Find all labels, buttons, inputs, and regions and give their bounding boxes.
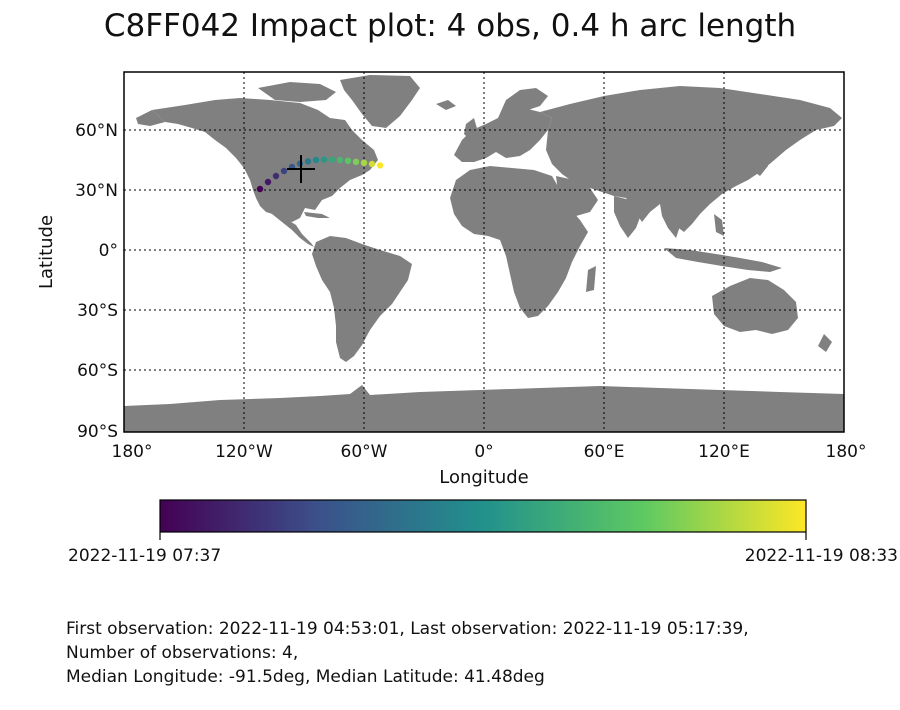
land-greenland: [340, 75, 420, 128]
colorbar-start-label: 2022-11-19 07:37: [68, 546, 222, 566]
land-scandinavia: [498, 88, 548, 118]
track-point: [336, 156, 344, 164]
track-point: [352, 158, 360, 165]
land-australia: [712, 278, 798, 334]
lon-tick-label: 60°W: [341, 442, 388, 462]
x-axis-label: Longitude: [439, 467, 529, 488]
median-location-marker: [287, 155, 315, 184]
lat-tick-label: 30°N: [75, 181, 118, 201]
time-colorbar: [159, 499, 807, 533]
land-masses: [124, 75, 844, 432]
land-alaska: [136, 110, 165, 126]
track-point: [312, 156, 320, 164]
track-point: [360, 159, 368, 166]
track-point: [344, 157, 352, 164]
lat-tick-label: 60°S: [77, 361, 118, 381]
lon-tick-label: 120°W: [215, 442, 273, 462]
impact-map: 180° 120°W 60°W 0° 60°E 120°E 180° 60°N …: [36, 71, 867, 540]
land-iceland: [436, 100, 456, 110]
land-north-america: [152, 98, 378, 222]
track-point: [264, 178, 272, 186]
observation-times: First observation: 2022-11-19 04:53:01, …: [66, 619, 749, 639]
land-madagascar: [586, 266, 596, 292]
land-southeast-asia: [660, 204, 680, 238]
lat-tick-labels: 60°N 30°N 0° 30°S 60°S 90°S: [75, 121, 118, 442]
median-coordinates: Median Longitude: -91.5deg, Median Latit…: [66, 667, 545, 687]
land-central-america: [256, 198, 314, 247]
track-point: [368, 160, 376, 168]
lon-tick-label: 60°E: [584, 442, 625, 462]
lat-tick-label: 0°: [99, 241, 118, 261]
track-point: [320, 156, 328, 163]
track-point: [328, 156, 336, 163]
lon-tick-label: 120°E: [698, 442, 750, 462]
land-british-isles: [464, 118, 478, 140]
lon-tick-label: 180°: [112, 442, 153, 462]
gridlines: [124, 72, 844, 432]
y-axis-label: Latitude: [36, 215, 57, 289]
lat-tick-label: 60°N: [75, 121, 118, 141]
map-frame: [123, 71, 845, 433]
lat-tick-label: 30°S: [77, 301, 118, 321]
observation-info: First observation: 2022-11-19 04:53:01, …: [66, 617, 749, 689]
land-caribbean: [304, 212, 330, 218]
land-new-zealand: [818, 334, 832, 352]
impact-track: [256, 156, 384, 193]
track-point: [256, 185, 264, 193]
land-arctic-islands: [258, 82, 336, 102]
land-south-america: [312, 236, 412, 362]
lon-tick-label: 180°: [826, 442, 867, 462]
lon-tick-label: 0°: [474, 442, 493, 462]
land-indonesia: [664, 248, 782, 272]
track-point: [280, 167, 288, 175]
track-point: [376, 162, 384, 169]
plot-title: C8FF042 Impact plot: 4 obs, 0.4 h arc le…: [103, 8, 797, 44]
land-philippines: [714, 214, 724, 236]
land-japan: [752, 148, 768, 176]
colorbar-end-label: 2022-11-19 08:33: [744, 546, 898, 566]
lon-tick-labels: 180° 120°W 60°W 0° 60°E 120°E 180°: [112, 442, 867, 462]
track-point: [304, 158, 312, 165]
land-india: [614, 196, 642, 238]
observation-count: Number of observations: 4,: [66, 643, 299, 663]
land-europe: [454, 108, 552, 162]
lat-tick-label: 90°S: [77, 422, 118, 442]
land-asia: [540, 86, 842, 232]
track-point: [272, 172, 280, 180]
